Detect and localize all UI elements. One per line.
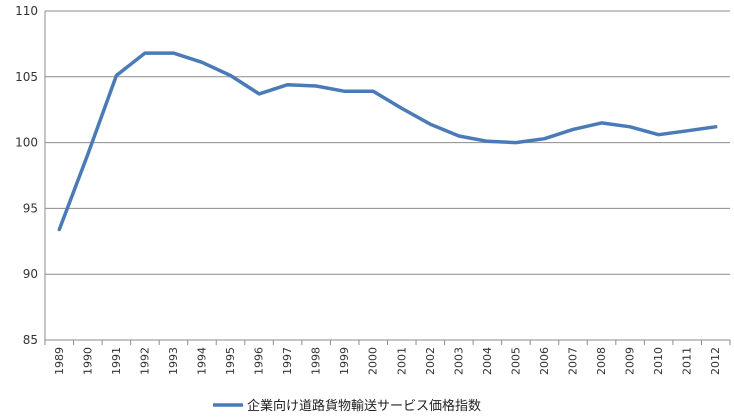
x-tick-label: 2007 (567, 347, 580, 375)
x-tick-label: 1999 (338, 347, 351, 375)
x-tick-label: 2008 (595, 347, 608, 375)
y-axis-ticks: 85 90 95 100 105 110 (15, 4, 38, 347)
x-tick-label: 1997 (281, 347, 294, 375)
x-tick-label: 2005 (509, 347, 522, 375)
legend: 企業向け道路貨物輸送サービス価格指数 (213, 398, 481, 414)
series-line (57, 51, 718, 232)
x-tick-label: 1998 (310, 347, 323, 375)
series-lines (57, 51, 718, 232)
x-tick-label: 2000 (367, 347, 380, 375)
x-tick-label: 1996 (253, 347, 266, 375)
y-tick-label: 95 (23, 201, 38, 215)
x-tick-label: 2004 (481, 347, 494, 375)
x-tick-label: 1989 (53, 347, 66, 375)
x-tick-label: 1991 (110, 347, 123, 375)
gridlines (45, 10, 730, 275)
x-tick-label: 2012 (709, 347, 722, 375)
x-tick-label: 2011 (681, 347, 694, 375)
y-tick-label: 100 (15, 136, 38, 150)
x-axis-ticks: 1989 1990 1991 1992 1993 1994 1995 1996 1997 1998… (53, 347, 722, 375)
x-tick-label: 2003 (452, 347, 465, 375)
y-tick-label: 85 (23, 333, 38, 347)
x-tick-label: 1995 (224, 347, 237, 375)
y-tick-label: 105 (15, 70, 38, 84)
x-axis (44, 11, 731, 345)
x-tick-label: 2010 (652, 347, 665, 375)
x-tick-label: 1993 (167, 347, 180, 375)
x-tick-label: 2002 (424, 347, 437, 375)
x-tick-label: 1990 (81, 347, 94, 375)
x-tick-label: 1992 (138, 347, 151, 375)
x-tick-label: 2006 (538, 347, 551, 375)
legend-label: 企業向け道路貨物輸送サービス価格指数 (247, 398, 481, 414)
x-tick-label: 2009 (624, 347, 637, 375)
x-tick-label: 1994 (195, 347, 208, 375)
x-tick-label: 2001 (395, 347, 408, 375)
y-tick-label: 90 (23, 267, 38, 281)
y-tick-label: 110 (15, 4, 38, 18)
